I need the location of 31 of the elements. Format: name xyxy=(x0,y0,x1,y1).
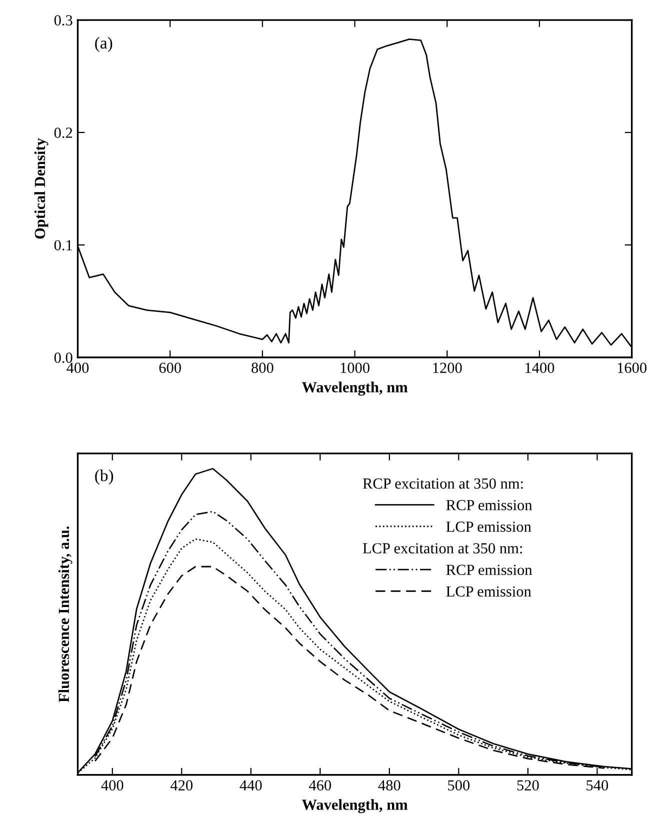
legend-label: RCP emission xyxy=(446,564,532,576)
x-tick-label: 500 xyxy=(448,780,470,790)
x-axis-title: Wavelength, nm xyxy=(302,799,408,814)
x-tick-label: 1400 xyxy=(526,362,554,373)
x-tick-label: 520 xyxy=(517,780,539,790)
x-tick-label: 400 xyxy=(101,780,124,790)
x-tick-label: 1000 xyxy=(340,362,370,373)
x-tick-label: 460 xyxy=(308,780,332,790)
legend-label: RCP emission xyxy=(446,500,532,510)
x-axis-title: Wavelength, nm xyxy=(302,382,408,396)
y-tick-label: 0.0 xyxy=(54,352,72,363)
x-tick-label: 540 xyxy=(586,780,608,790)
x-tick-label: 1200 xyxy=(433,362,462,373)
x-tick-label: 480 xyxy=(378,780,400,790)
x-tick-label: 800 xyxy=(252,362,274,373)
x-tick-label: 400 xyxy=(66,362,89,373)
annotation: (b) xyxy=(95,469,114,485)
y-tick-label: 0.3 xyxy=(54,15,72,26)
annotation: (a) xyxy=(95,36,112,52)
x-tick-label: 440 xyxy=(240,780,262,790)
legend-label: LCP emission xyxy=(446,586,532,597)
x-tick-label: 1600 xyxy=(618,362,646,373)
x-tick-label: 420 xyxy=(170,780,193,790)
x-tick-label: 600 xyxy=(159,362,181,373)
annotation: RCP excitation at 350 nm: xyxy=(362,478,523,489)
y-tick-label: 0.2 xyxy=(54,128,72,138)
legend-label: LCP emission xyxy=(446,522,532,532)
y-tick-label: 0.1 xyxy=(54,240,72,250)
annotation: LCP excitation at 350 nm: xyxy=(362,543,522,554)
y-axis-title: Optical Density xyxy=(34,138,48,239)
y-axis-title: Fluorescence Intensity, a.u. xyxy=(58,526,72,702)
